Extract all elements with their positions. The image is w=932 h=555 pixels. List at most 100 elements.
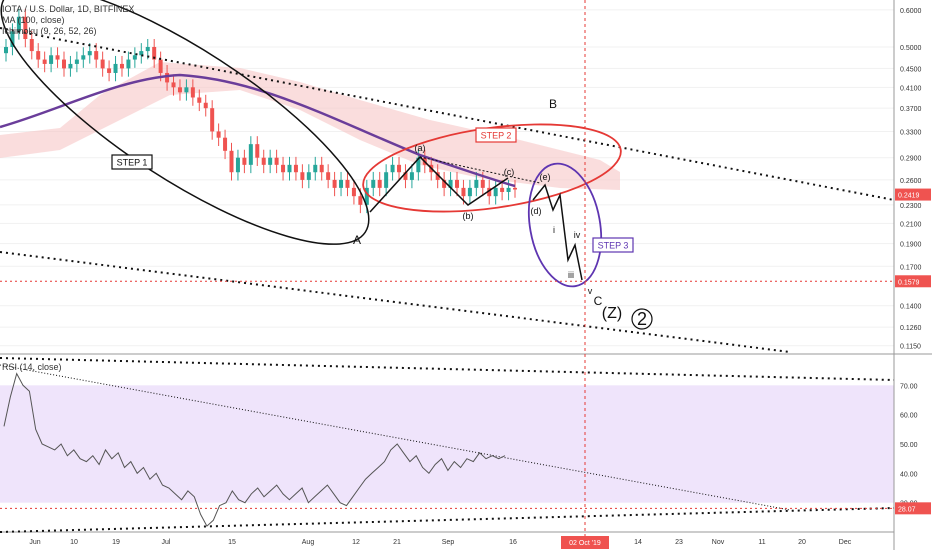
rsi-band bbox=[0, 385, 894, 503]
candle-body bbox=[313, 164, 318, 173]
candle-body bbox=[132, 55, 137, 60]
candle-body bbox=[268, 157, 273, 165]
candle-body bbox=[448, 179, 453, 188]
candle-body bbox=[81, 55, 86, 60]
candle-body bbox=[371, 179, 376, 188]
price-tick-label: 0.5000 bbox=[900, 45, 922, 52]
legend-symbol[interactable]: IOTA / U.S. Dollar, 1D, BITFINEX bbox=[2, 4, 135, 14]
current-price-label-bg bbox=[895, 188, 931, 201]
candle-body bbox=[107, 68, 112, 73]
candle-body bbox=[165, 72, 170, 83]
step-label: STEP 2 bbox=[481, 131, 512, 141]
candle-body bbox=[184, 87, 189, 93]
candle-body bbox=[364, 187, 369, 205]
candle-body bbox=[36, 51, 41, 60]
candle-body bbox=[274, 157, 279, 165]
price-tick-label: 0.2100 bbox=[900, 221, 922, 228]
lower-trendline bbox=[0, 251, 791, 353]
candle-body bbox=[261, 157, 266, 165]
rsi-tick-label: 50.00 bbox=[900, 442, 918, 449]
x-tick-label: 20 bbox=[798, 539, 806, 546]
candle-body bbox=[377, 179, 382, 188]
x-tick-label: 11 bbox=[758, 539, 765, 546]
wave-label: i bbox=[553, 225, 555, 235]
x-tick-label: 23 bbox=[675, 539, 683, 546]
wave-label: (e) bbox=[540, 172, 551, 182]
candle-body bbox=[487, 187, 492, 197]
candle-body bbox=[397, 164, 402, 173]
candle-body bbox=[68, 63, 73, 69]
candle-body bbox=[351, 187, 356, 197]
rsi-lower-trendline bbox=[0, 507, 895, 533]
price-legend: IOTA / U.S. Dollar, 1D, BITFINEX MA (100… bbox=[2, 4, 134, 37]
price-tick-label: 0.3300 bbox=[900, 129, 922, 136]
candle-body bbox=[281, 164, 286, 173]
wave-label: (c) bbox=[504, 167, 515, 177]
candle-body bbox=[287, 164, 292, 173]
price-tick-label: 0.2900 bbox=[900, 156, 922, 163]
current-price-label: 0.2419 bbox=[898, 193, 920, 200]
candle-body bbox=[474, 179, 479, 188]
candle-body bbox=[10, 31, 15, 47]
candle-body bbox=[319, 164, 324, 173]
candle-body bbox=[197, 97, 202, 103]
step-label: STEP 1 bbox=[117, 158, 148, 168]
candle-body bbox=[223, 137, 228, 151]
candle-body bbox=[300, 172, 305, 180]
legend-rsi[interactable]: RSI (14, close) bbox=[2, 362, 62, 372]
candle-body bbox=[139, 51, 144, 56]
candle-body bbox=[210, 108, 215, 132]
legend-ma[interactable]: MA (100, close) bbox=[2, 15, 65, 25]
wave-abc-path bbox=[369, 155, 509, 213]
x-tick-label: Dec bbox=[839, 539, 852, 546]
rsi-current-label-bg bbox=[895, 502, 931, 515]
candle-body bbox=[113, 63, 118, 73]
wave-impulse-path bbox=[532, 183, 583, 281]
step-label: STEP 3 bbox=[598, 241, 629, 251]
candle-body bbox=[345, 179, 350, 188]
candle-body bbox=[409, 172, 414, 180]
legend-ichimoku[interactable]: Ichimoku (9, 26, 52, 26) bbox=[2, 26, 97, 36]
ma-line bbox=[0, 73, 516, 188]
candle-body bbox=[42, 59, 47, 64]
candle-body bbox=[332, 179, 337, 188]
wave-label: A bbox=[353, 233, 361, 247]
candle-body bbox=[152, 46, 157, 60]
candle-body bbox=[203, 102, 208, 109]
candle-body bbox=[293, 164, 298, 173]
price-tick-label: 0.1150 bbox=[900, 344, 921, 351]
date-marker-label-bg bbox=[561, 536, 609, 549]
x-tick-label: 15 bbox=[228, 539, 236, 546]
x-tick-label: Sep bbox=[442, 539, 455, 546]
candle-body bbox=[255, 144, 260, 158]
candle-body bbox=[74, 59, 79, 64]
wave-label: iv bbox=[574, 230, 581, 240]
target-price-label: 0.1579 bbox=[898, 279, 920, 286]
date-marker-label: 02 Oct '19 bbox=[569, 540, 601, 547]
x-tick-label: Jul bbox=[162, 539, 171, 546]
price-tick-label: 0.6000 bbox=[900, 8, 922, 15]
candle-body bbox=[326, 172, 331, 180]
step-label-box bbox=[592, 237, 634, 253]
x-tick-label: 10 bbox=[70, 539, 78, 546]
candle-body bbox=[190, 87, 195, 98]
candle-body bbox=[158, 59, 163, 73]
x-tick-label: 16 bbox=[509, 539, 517, 546]
wave-label: (b) bbox=[463, 211, 474, 221]
x-tick-label: 19 bbox=[112, 539, 120, 546]
candle-body bbox=[455, 179, 460, 188]
candle-body bbox=[29, 39, 34, 52]
candle-body bbox=[94, 51, 99, 60]
x-tick-label: Jun bbox=[29, 539, 40, 546]
wave-2-circle bbox=[631, 308, 653, 330]
price-tick-label: 0.2600 bbox=[900, 178, 922, 185]
step-label-box bbox=[475, 127, 517, 143]
wave-label: (a) bbox=[415, 143, 426, 153]
price-tick-label: 0.4100 bbox=[900, 85, 922, 92]
candle-body bbox=[119, 63, 124, 69]
price-tick-label: 0.1900 bbox=[900, 242, 922, 249]
rsi-upper-trendline bbox=[0, 357, 895, 381]
wave-label: (d) bbox=[531, 206, 542, 216]
rsi-legend: RSI (14, close) bbox=[2, 362, 62, 373]
